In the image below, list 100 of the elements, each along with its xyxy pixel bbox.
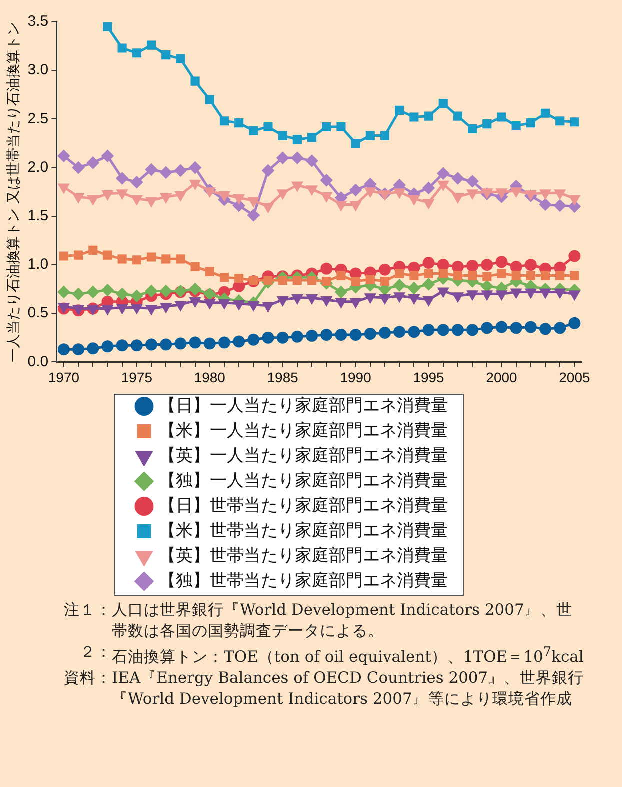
point bbox=[524, 321, 537, 334]
point bbox=[233, 336, 246, 348]
point bbox=[438, 180, 449, 190]
point bbox=[321, 296, 332, 306]
point bbox=[160, 303, 172, 313]
point bbox=[570, 271, 580, 280]
point bbox=[292, 276, 302, 286]
legend-label: 【米】一人当たり家庭部門エネ消費量 bbox=[158, 420, 448, 441]
y-tick-label: 3.0 bbox=[28, 62, 49, 79]
x-tick-label: 2000 bbox=[486, 369, 518, 386]
point bbox=[130, 340, 143, 352]
legend-label: 【英】世帯当たり家庭部門エネ消費量 bbox=[158, 546, 448, 566]
point bbox=[351, 138, 360, 148]
x-tick-label: 2005 bbox=[559, 369, 590, 386]
point bbox=[72, 288, 85, 300]
point bbox=[394, 326, 406, 338]
point bbox=[176, 54, 186, 64]
point bbox=[132, 256, 142, 265]
point bbox=[204, 299, 216, 309]
point bbox=[146, 40, 156, 50]
point bbox=[336, 298, 347, 308]
point bbox=[497, 269, 506, 278]
point bbox=[394, 188, 405, 198]
point bbox=[350, 328, 362, 341]
point bbox=[189, 336, 202, 349]
point bbox=[219, 192, 230, 202]
point bbox=[322, 276, 332, 286]
point bbox=[234, 274, 244, 284]
point bbox=[262, 332, 274, 344]
point bbox=[249, 126, 258, 136]
point bbox=[540, 323, 552, 336]
point bbox=[130, 176, 143, 188]
point bbox=[350, 201, 362, 211]
point bbox=[335, 328, 348, 341]
point bbox=[160, 166, 172, 179]
point bbox=[58, 286, 70, 298]
point bbox=[278, 296, 288, 306]
point bbox=[422, 182, 435, 194]
point bbox=[204, 188, 216, 198]
point bbox=[366, 131, 375, 140]
point bbox=[175, 192, 186, 202]
x-tick-label: 1995 bbox=[413, 369, 445, 386]
point bbox=[59, 252, 68, 261]
legend-label: 【独】世帯当たり家庭部門エネ消費量 bbox=[158, 570, 448, 591]
point bbox=[103, 250, 112, 260]
point bbox=[132, 48, 142, 58]
point bbox=[162, 50, 171, 60]
point bbox=[496, 256, 508, 268]
point bbox=[408, 282, 420, 294]
point bbox=[380, 276, 390, 286]
point bbox=[423, 199, 434, 209]
point bbox=[87, 156, 100, 169]
point bbox=[88, 195, 98, 205]
point bbox=[218, 336, 230, 349]
point bbox=[58, 344, 70, 356]
point bbox=[146, 285, 158, 298]
point bbox=[130, 290, 143, 302]
point bbox=[116, 340, 128, 352]
point bbox=[234, 300, 244, 310]
point bbox=[322, 122, 332, 132]
point bbox=[306, 330, 318, 342]
point bbox=[422, 257, 435, 270]
point bbox=[466, 324, 479, 336]
point bbox=[234, 118, 244, 128]
x-tick-label: 1980 bbox=[194, 369, 226, 386]
point bbox=[452, 172, 464, 184]
point bbox=[540, 108, 550, 118]
point bbox=[276, 332, 289, 344]
point bbox=[262, 164, 274, 177]
point bbox=[264, 276, 273, 286]
legend-label: 【独】一人当たり家庭部門エネ消費量 bbox=[158, 470, 448, 491]
point bbox=[452, 260, 464, 273]
point bbox=[116, 190, 128, 200]
point bbox=[380, 131, 390, 140]
point bbox=[205, 95, 214, 104]
point bbox=[378, 327, 391, 340]
point bbox=[174, 164, 187, 177]
x-tick-label: 1975 bbox=[121, 369, 153, 386]
point bbox=[116, 304, 128, 314]
point bbox=[336, 122, 346, 132]
point bbox=[481, 280, 494, 292]
point bbox=[132, 304, 142, 314]
point bbox=[146, 338, 158, 351]
point bbox=[496, 188, 508, 198]
point bbox=[249, 276, 258, 286]
point bbox=[276, 152, 289, 164]
point bbox=[524, 259, 537, 271]
point bbox=[554, 190, 566, 200]
point bbox=[422, 278, 435, 290]
point bbox=[336, 271, 346, 280]
point bbox=[466, 260, 479, 272]
point bbox=[496, 290, 508, 300]
point bbox=[72, 344, 85, 356]
point bbox=[378, 264, 391, 276]
point bbox=[116, 288, 128, 300]
point bbox=[248, 197, 259, 207]
point bbox=[410, 112, 419, 122]
point bbox=[204, 338, 216, 350]
point bbox=[174, 338, 187, 350]
point bbox=[278, 190, 288, 200]
